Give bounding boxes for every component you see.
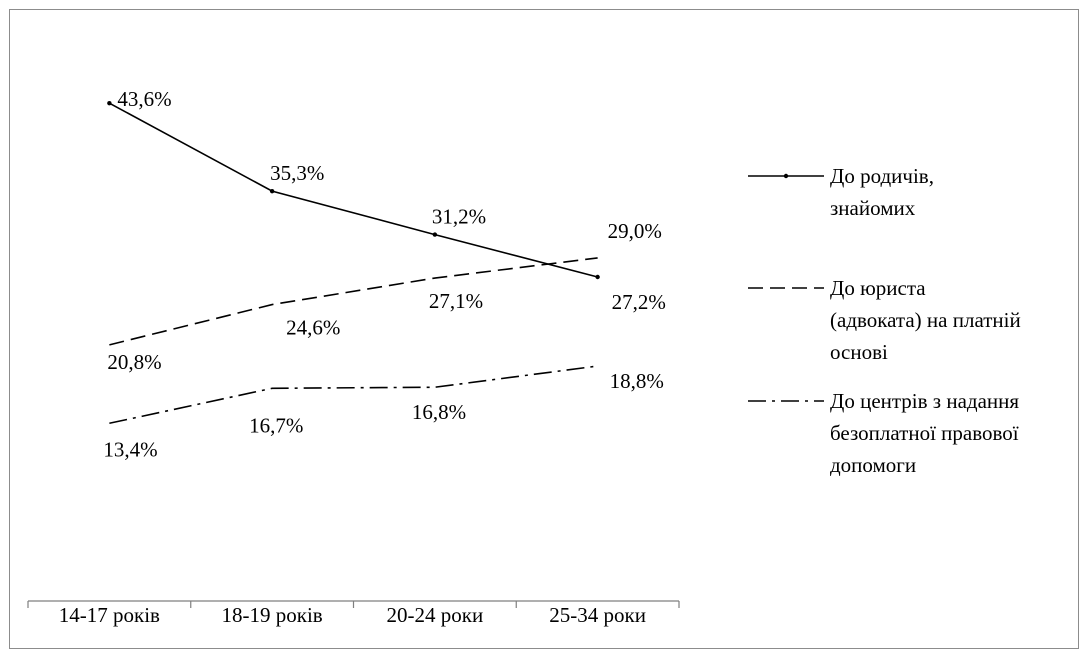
data-label: 31,2% <box>432 205 486 229</box>
legend-label: допомоги <box>830 453 916 477</box>
data-labels: 43,6% 35,3% 31,2% 27,2% 20,8% 24,6% 27,1% 29,0%… <box>103 87 666 461</box>
series-line <box>108 102 598 278</box>
legend: До родичів, знайомих До юриста (адвоката) н… <box>748 164 1021 477</box>
chart-frame <box>9 9 1079 649</box>
legend-label: До центрів з надання <box>830 389 1019 413</box>
x-tick-label: 18-19 років <box>222 603 323 627</box>
series-layer <box>107 100 600 425</box>
x-tick-label: 25-34 роки <box>549 603 646 627</box>
data-label: 24,6% <box>286 316 340 340</box>
data-label: 35,3% <box>270 161 324 185</box>
series-line <box>109 257 598 346</box>
x-axis: 14-17 років 18-19 років 20-24 роки 25-34 ро… <box>27 600 680 627</box>
data-label: 16,8% <box>412 400 466 424</box>
legend-marker <box>783 173 789 179</box>
data-label: 20,8% <box>107 350 161 374</box>
x-tick-label: 14-17 років <box>59 603 160 627</box>
series-point <box>432 232 438 237</box>
data-label: 18,8% <box>610 369 664 393</box>
x-tick-label: 20-24 роки <box>387 603 484 627</box>
legend-label: (адвоката) на платній <box>830 308 1021 332</box>
series-point <box>107 100 112 106</box>
data-label: 16,7% <box>249 413 303 437</box>
legend-label: До юриста <box>830 276 926 300</box>
legend-label: До родичів, <box>830 164 934 188</box>
series-point <box>269 188 275 194</box>
legend-label: основі <box>830 340 888 364</box>
line-chart: 14-17 років 18-19 років 20-24 роки 25-34 ро… <box>27 87 1021 627</box>
data-label: 43,6% <box>117 87 171 111</box>
legend-label: знайомих <box>830 196 916 220</box>
series-line <box>109 365 598 425</box>
legend-label: безоплатної правової <box>830 421 1019 445</box>
data-label: 27,1% <box>429 289 483 313</box>
data-label: 27,2% <box>612 290 666 314</box>
data-label: 29,0% <box>608 219 662 243</box>
series-point <box>595 274 600 280</box>
data-label: 13,4% <box>103 437 157 461</box>
